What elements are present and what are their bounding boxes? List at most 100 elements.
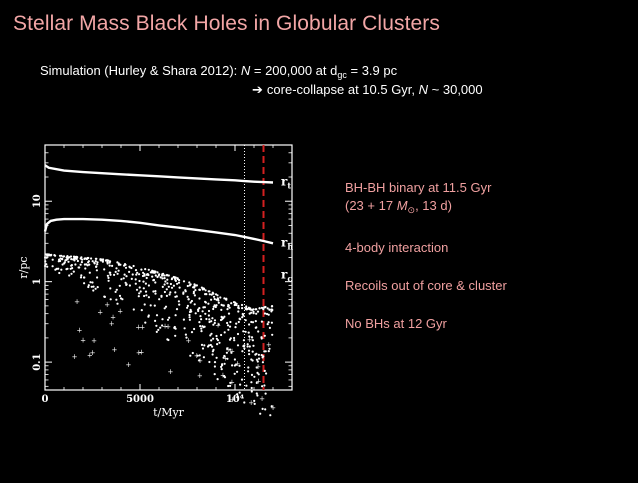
core-point bbox=[152, 279, 155, 282]
core-point bbox=[219, 318, 223, 322]
core-point bbox=[194, 312, 197, 315]
core-point bbox=[251, 321, 255, 324]
core-point bbox=[216, 294, 219, 297]
core-point bbox=[123, 263, 127, 266]
core-point bbox=[96, 286, 99, 289]
x-axis-label: t/Myr bbox=[153, 406, 185, 419]
core-point bbox=[131, 273, 134, 276]
core-point bbox=[182, 318, 185, 321]
core-point bbox=[188, 284, 191, 287]
core-point bbox=[184, 290, 187, 293]
core-point bbox=[234, 326, 237, 329]
core-point bbox=[186, 304, 189, 307]
core-point bbox=[253, 402, 256, 405]
core-point bbox=[203, 344, 206, 347]
cc-text: core-collapse at 10.5 Gyr, bbox=[266, 82, 419, 97]
core-point bbox=[188, 281, 191, 284]
core-point bbox=[46, 254, 49, 257]
core-point bbox=[79, 263, 82, 266]
core-point bbox=[251, 359, 254, 362]
core-point bbox=[74, 257, 77, 260]
core-point bbox=[87, 260, 90, 263]
core-point bbox=[60, 268, 63, 271]
core-point bbox=[198, 359, 201, 362]
core-point bbox=[143, 274, 146, 277]
core-point bbox=[138, 286, 141, 289]
core-point bbox=[142, 287, 145, 290]
core-point bbox=[150, 271, 153, 274]
core-point bbox=[174, 334, 177, 337]
core-point bbox=[260, 354, 263, 357]
core-point bbox=[228, 325, 232, 328]
core-point bbox=[125, 275, 128, 278]
core-point bbox=[213, 365, 216, 368]
core-point bbox=[160, 294, 163, 297]
core-point-cross: + bbox=[136, 349, 142, 357]
solar-mass-symbol: M bbox=[396, 198, 408, 213]
core-point bbox=[238, 364, 241, 367]
core-point bbox=[124, 266, 128, 269]
core-point bbox=[170, 286, 174, 289]
core-point bbox=[70, 258, 73, 261]
core-point bbox=[201, 325, 204, 328]
core-point bbox=[170, 278, 173, 281]
core-point bbox=[247, 370, 250, 373]
core-point bbox=[261, 385, 264, 388]
core-point bbox=[212, 348, 215, 351]
core-point bbox=[182, 292, 185, 295]
core-point bbox=[233, 358, 236, 361]
core-point bbox=[228, 306, 231, 309]
x-tick-label: 10⁴ bbox=[226, 394, 245, 405]
core-point bbox=[166, 338, 169, 341]
curve-r-h bbox=[43, 217, 274, 245]
core-point bbox=[227, 384, 230, 388]
core-point bbox=[111, 264, 114, 267]
sim-n-symbol: N bbox=[240, 63, 251, 78]
core-point bbox=[270, 308, 273, 311]
core-point bbox=[57, 260, 60, 263]
core-point bbox=[165, 294, 168, 297]
core-point-cross: + bbox=[270, 404, 276, 412]
core-point bbox=[189, 301, 192, 304]
core-point bbox=[200, 286, 203, 289]
core-point bbox=[244, 330, 247, 333]
bullet-binary-period: , 13 d) bbox=[415, 198, 452, 213]
core-point bbox=[163, 307, 166, 310]
core-point bbox=[161, 285, 164, 288]
core-point bbox=[247, 349, 251, 352]
core-point bbox=[90, 285, 93, 288]
core-point-cross: + bbox=[87, 351, 93, 359]
core-point bbox=[202, 287, 205, 290]
core-point bbox=[45, 263, 48, 266]
core-point bbox=[226, 321, 229, 325]
core-point bbox=[242, 345, 245, 348]
core-point bbox=[223, 375, 226, 378]
core-point-cross: + bbox=[97, 309, 103, 317]
core-point bbox=[88, 271, 91, 274]
label-r-c: rc bbox=[281, 267, 292, 283]
core-point bbox=[229, 348, 232, 351]
core-point bbox=[210, 293, 213, 296]
core-point bbox=[72, 270, 75, 273]
label-sub: h bbox=[287, 241, 293, 251]
core-collapse-line: ➔ core-collapse at 10.5 Gyr, N ~ 30,000 bbox=[252, 82, 483, 98]
core-point bbox=[136, 271, 139, 274]
core-point bbox=[210, 320, 213, 323]
core-point bbox=[257, 353, 260, 356]
core-point bbox=[143, 303, 146, 306]
core-point bbox=[44, 260, 47, 263]
core-point bbox=[166, 278, 169, 281]
core-point bbox=[205, 317, 208, 321]
core-point bbox=[232, 301, 236, 304]
core-point bbox=[261, 407, 264, 410]
core-point bbox=[53, 254, 56, 257]
core-point bbox=[109, 287, 112, 290]
core-point bbox=[254, 320, 257, 323]
core-point-cross: + bbox=[111, 346, 117, 354]
core-point-cross: + bbox=[197, 357, 203, 365]
core-point-cross: + bbox=[167, 368, 173, 376]
core-point bbox=[66, 267, 69, 270]
core-point bbox=[211, 345, 214, 348]
core-point-cross: + bbox=[138, 348, 144, 356]
core-point bbox=[177, 300, 180, 303]
